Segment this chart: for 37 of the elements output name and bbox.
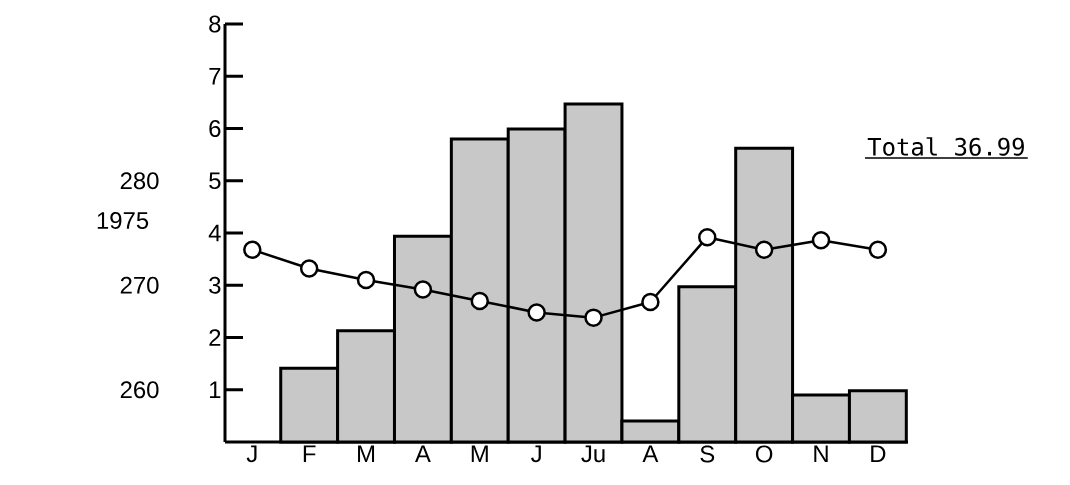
- x-tick-label: S: [700, 445, 715, 463]
- point: [868, 240, 888, 259]
- y-tick-label: 4: [208, 224, 221, 242]
- point: [811, 231, 831, 250]
- y2-tick-label: 260: [120, 381, 159, 399]
- point: [470, 291, 490, 311]
- point: [356, 270, 376, 290]
- y2-tick-label: 270: [120, 276, 159, 294]
- y-tick-label: 2: [209, 329, 221, 346]
- x-tick-label: M: [358, 445, 375, 462]
- point: [698, 227, 717, 247]
- point: [584, 308, 603, 327]
- point: [641, 292, 660, 312]
- x-tick-label: D: [871, 445, 886, 462]
- x-tick-label: J: [531, 445, 541, 463]
- point: [413, 280, 433, 299]
- y-tick-label: 5: [209, 172, 221, 190]
- y2-axis-title: 1975: [97, 212, 149, 229]
- y2-tick-label: 280: [120, 172, 159, 190]
- x-tick-label: J: [246, 445, 257, 463]
- annotation: Total 36.99: [867, 137, 1024, 156]
- y-tick-label: 1: [210, 381, 221, 398]
- y-tick-label: 3: [209, 276, 221, 294]
- x-tick-label: A: [414, 445, 431, 462]
- point: [754, 240, 774, 259]
- y-tick-label: 7: [209, 68, 221, 85]
- x-tick-label: Ju: [581, 445, 605, 463]
- x-tick-label: O: [755, 445, 773, 463]
- x-tick-label: F: [303, 445, 316, 462]
- y-tick-label: 8: [209, 15, 221, 33]
- x-tick-label: A: [642, 445, 659, 462]
- point: [299, 259, 319, 278]
- y-tick-label: 6: [209, 120, 221, 137]
- point: [243, 240, 262, 259]
- x-tick-label: N: [814, 445, 828, 462]
- point: [527, 303, 546, 322]
- x-tick-label: M: [471, 445, 488, 462]
